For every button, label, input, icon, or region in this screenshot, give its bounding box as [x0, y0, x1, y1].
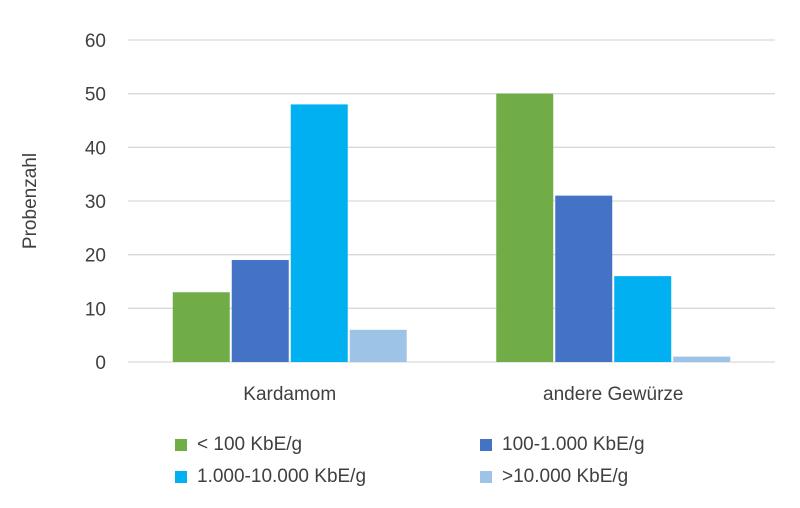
- legend-item: 1.000-10.000 KbE/g: [175, 466, 366, 488]
- legend-item: < 100 KbE/g: [175, 434, 302, 456]
- y-tick-label: 10: [85, 299, 106, 320]
- legend-swatch: [175, 439, 187, 451]
- bar: [290, 104, 348, 363]
- bar: [172, 292, 230, 362]
- y-tick-label: 60: [85, 31, 106, 52]
- x-tick-label: andere Gewürze: [543, 384, 683, 405]
- bar: [614, 276, 672, 362]
- bar: [349, 329, 407, 362]
- legend-swatch: [480, 439, 492, 451]
- bar: [673, 356, 731, 362]
- plot-area: Probenzahl 0 10 20 30 40 50 60 Kardamom andere G…: [20, 31, 775, 405]
- y-tick-label: 20: [85, 246, 106, 267]
- bar: [496, 93, 554, 363]
- bar: [231, 260, 289, 362]
- legend-label: < 100 KbE/g: [197, 434, 303, 455]
- legend-label: >10.000 KbE/g: [502, 466, 629, 487]
- y-tick-label: 30: [85, 192, 106, 213]
- legend-label: 1.000-10.000 KbE/g: [197, 466, 367, 487]
- legend-swatch: [480, 471, 492, 483]
- bar: [555, 195, 613, 362]
- y-tick-label: 50: [85, 85, 106, 106]
- legend-item: 100-1.000 KbE/g: [480, 434, 645, 456]
- legend-label: 100-1.000 KbE/g: [502, 434, 645, 455]
- legend-item: >10.000 KbE/g: [480, 466, 628, 488]
- y-tick-label: 0: [95, 353, 106, 374]
- legend-swatch: [175, 471, 187, 483]
- x-tick-label: Kardamom: [243, 384, 336, 405]
- y-axis-label: Probenzahl: [20, 153, 41, 249]
- y-tick-label: 40: [85, 138, 106, 159]
